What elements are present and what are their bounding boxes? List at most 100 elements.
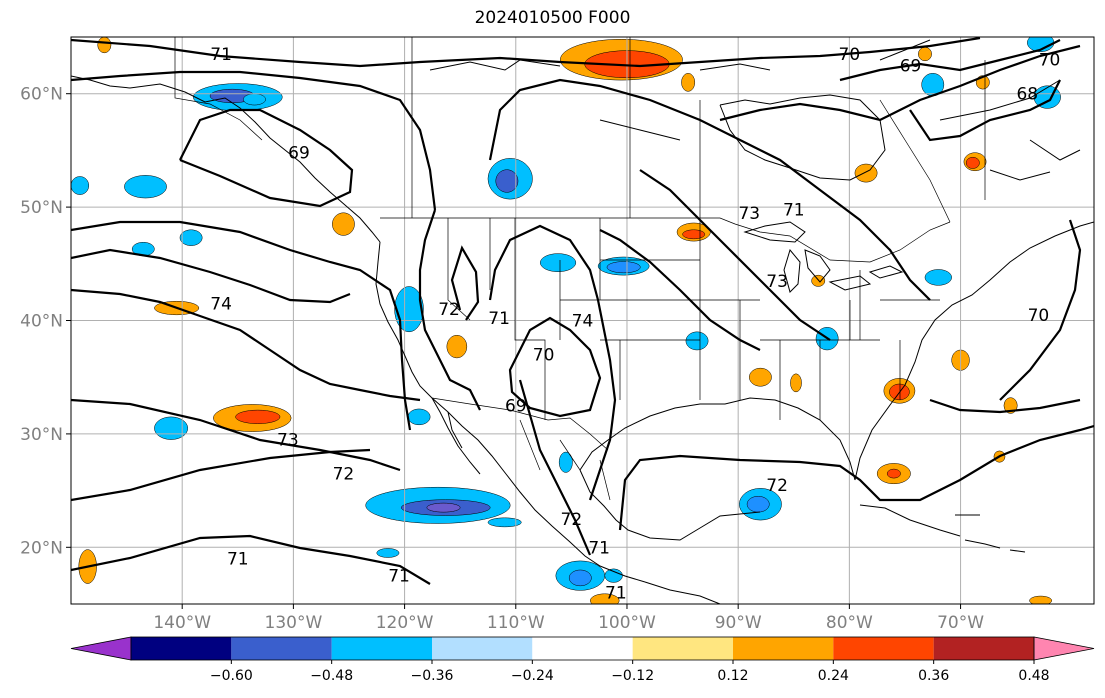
colorbar-tick-label: −0.48 — [310, 668, 353, 684]
contour-line-rockies-east — [488, 224, 617, 501]
great-lakes — [743, 221, 904, 293]
contour-label: 69 — [900, 56, 922, 76]
contour-line-69-basin — [508, 316, 602, 418]
coastlines — [71, 39, 1094, 604]
contour-label: 70 — [839, 45, 861, 65]
contour-labels: 71 70 69 68 69 70 73 71 73 74 72 71 74 70 69 73 72 72 72 71… — [210, 45, 1061, 604]
coastline-hudson — [719, 94, 886, 181]
contour-label: 73 — [766, 272, 788, 292]
colorbar-bin — [331, 637, 432, 660]
anomaly-shading — [71, 37, 1061, 604]
coastline-west — [375, 241, 646, 583]
contour-label: 71 — [783, 200, 805, 220]
anomaly-area — [495, 169, 519, 193]
anomaly-area — [558, 451, 573, 473]
anomaly-area — [924, 269, 952, 286]
contour-label: 73 — [277, 431, 299, 451]
contour-label: 69 — [288, 144, 310, 164]
contour-line-east-canada — [719, 44, 1081, 122]
contour-line-70-atlantic — [999, 219, 1082, 401]
coastline-baja — [431, 397, 481, 475]
colorbar-tick-label: 0.12 — [717, 668, 748, 684]
contour-label: 72 — [766, 476, 788, 496]
contour-line-hudson — [488, 78, 931, 301]
contour-line-72-pacific — [71, 448, 371, 502]
lat-tick-label: 20°N — [20, 538, 63, 558]
lon-tick-label: 100°W — [598, 613, 656, 633]
contour-label: 72 — [561, 510, 583, 530]
contour-label: 71 — [388, 567, 410, 587]
colorbar-extend-high — [1033, 636, 1095, 661]
contour-label: 74 — [572, 312, 594, 332]
contour-line-west-interior — [418, 209, 481, 411]
colorbar-bin — [532, 637, 633, 660]
anomaly-area — [539, 253, 577, 272]
contour-label: 72 — [333, 465, 355, 485]
anomaly-area — [154, 416, 189, 440]
coastline-gulf — [579, 397, 856, 541]
lat-tick-label: 60°N — [20, 85, 63, 105]
colorbar-tick-label: 0.24 — [818, 668, 849, 684]
colorbar-tick-label: 0.48 — [1018, 668, 1049, 684]
contour-line-southwest — [518, 379, 592, 556]
lon-tick-label: 130°W — [265, 613, 323, 633]
colorbar: −0.60 −0.48 −0.36 −0.24 −0.12 0.12 0.24 0.36 0.4… — [70, 636, 1095, 684]
contour-label: 73 — [738, 204, 760, 224]
colorbar-bin — [131, 637, 232, 660]
anomaly-area — [749, 367, 772, 387]
lat-tick-label: 30°N — [20, 425, 63, 445]
anomaly-area — [681, 73, 696, 92]
contour-line-74 — [71, 288, 421, 402]
anomaly-area — [854, 163, 878, 183]
anomaly-area — [746, 496, 770, 513]
lon-tick-label: 110°W — [487, 613, 545, 633]
anomaly-area — [606, 261, 641, 274]
anomaly-area — [487, 517, 522, 528]
contour-label: 70 — [1028, 306, 1050, 326]
anomaly-area — [965, 156, 980, 169]
contour-label: 71 — [488, 309, 510, 329]
colorbar-tick-label: −0.36 — [411, 668, 454, 684]
contour-label: 68 — [1016, 85, 1038, 105]
lon-tick-label: 120°W — [376, 613, 434, 633]
contour-line-gulf — [618, 424, 1094, 531]
colorbar-tick-label: 0.36 — [918, 668, 949, 684]
coastline-caribbean — [859, 504, 1026, 553]
border-alaska-canada — [174, 37, 263, 141]
contour-line-74-plains — [599, 229, 761, 351]
contour-line-pacific-2 — [71, 248, 351, 304]
anomaly-area — [1029, 595, 1052, 604]
anomaly-area — [886, 468, 901, 479]
anomaly-area — [243, 93, 266, 106]
contour-line-pacific-1 — [71, 220, 412, 431]
coastline-alaska — [71, 75, 381, 243]
contour-label: 69 — [505, 397, 527, 417]
contour-label: 71 — [227, 550, 249, 570]
lat-tick-label: 50°N — [20, 198, 63, 218]
colorbar-bin — [632, 637, 733, 660]
contour-line-gulf-alaska — [179, 108, 354, 208]
anomaly-area — [71, 176, 90, 195]
anomaly-area — [179, 229, 203, 246]
lon-tick-label: 70°W — [937, 613, 984, 633]
anomaly-area — [376, 548, 400, 558]
contour-line-71-pacific — [71, 534, 431, 585]
contour-line-73 — [71, 398, 401, 472]
contour-label: 72 — [438, 300, 460, 320]
contour-label: 70 — [1039, 51, 1061, 71]
contour-line-72-rockies — [450, 245, 480, 321]
contour-label: 71 — [605, 584, 627, 604]
colorbar-bin — [833, 637, 934, 660]
lon-tick-label: 80°W — [826, 613, 873, 633]
anomaly-area — [332, 212, 355, 236]
lon-tick-label: 140°W — [153, 613, 211, 633]
contour-line-north-1 — [71, 37, 981, 68]
border-us-mexico — [431, 397, 609, 451]
anomaly-area — [568, 569, 592, 587]
colorbar-extend-low — [70, 636, 132, 661]
contour-line-68 — [909, 79, 1061, 142]
anomaly-area — [426, 502, 461, 513]
coastline-central-america — [644, 581, 721, 604]
contour-label: 74 — [210, 294, 232, 314]
anomaly-area — [811, 274, 826, 287]
